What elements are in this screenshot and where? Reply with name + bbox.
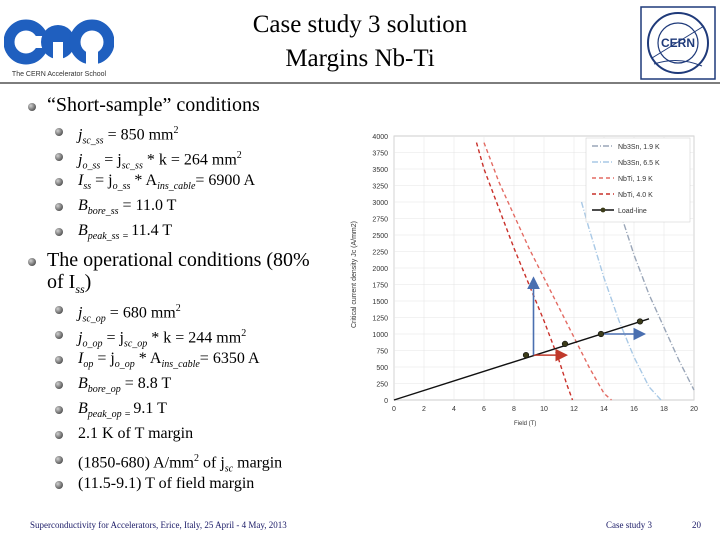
x-axis-label: Field (T) <box>514 421 536 427</box>
y-tick-label: 0 <box>384 398 388 405</box>
x-tick-label: 20 <box>690 406 698 413</box>
y-tick-label: 750 <box>376 349 388 356</box>
operating-point-marker <box>636 318 644 325</box>
x-tick-label: 16 <box>630 406 638 413</box>
y-tick-label: 250 <box>376 382 388 389</box>
y-tick-label: 3750 <box>372 151 388 158</box>
header-divider <box>0 82 720 84</box>
legend-label: Nb3Sn, 6.5 K <box>618 160 660 167</box>
jo-op-line: jo_op = jsc_op * k = 244 mm2 <box>78 328 247 350</box>
y-tick-label: 2250 <box>372 250 388 257</box>
x-tick-label: 12 <box>570 406 578 413</box>
bullet-icon <box>55 128 63 136</box>
y-tick-label: 3000 <box>372 200 388 207</box>
legend-label: Load-line <box>618 208 647 215</box>
bullet-icon <box>55 178 63 186</box>
y-tick-label: 1000 <box>372 332 388 339</box>
y-tick-label: 1750 <box>372 283 388 290</box>
cern-logo: CERN <box>640 6 716 80</box>
x-tick-label: 14 <box>600 406 608 413</box>
footer-section: Case study 3 <box>606 520 652 530</box>
bullet-icon <box>55 356 63 364</box>
cas-logo-caption: The CERN Accelerator School <box>12 71 107 78</box>
footer-conference: Superconductivity for Accelerators, Eric… <box>30 520 287 530</box>
bullet-icon <box>55 203 63 211</box>
bpeak-op-line: Bpeak_op = 9.1 T <box>78 400 167 421</box>
operating-point-marker <box>561 340 569 347</box>
x-tick-label: 6 <box>482 406 486 413</box>
x-tick-label: 4 <box>452 406 456 413</box>
operating-point-marker <box>597 330 605 338</box>
bullet-icon <box>55 406 63 414</box>
jsc-ss-line: jsc_ss = 850 mm2 <box>78 125 179 147</box>
bullet-icon <box>55 481 63 489</box>
bullet-icon <box>55 228 63 236</box>
field-margin-line: (11.5-9.1) T of field margin <box>78 475 255 492</box>
y-tick-label: 2500 <box>372 233 388 240</box>
bullet-icon <box>55 456 63 464</box>
bullet-icon <box>28 103 36 111</box>
jo-ss-line: jo_ss = jsc_ss * k = 264 mm2 <box>78 150 242 172</box>
series-line <box>393 318 650 401</box>
legend-label: NbTi, 4.0 K <box>618 192 653 199</box>
x-tick-label: 10 <box>540 406 548 413</box>
bullet-icon <box>55 153 63 161</box>
y-tick-label: 2000 <box>372 266 388 273</box>
iss-line: Iss = jo_ss * Ains_cable= 6900 A <box>78 172 256 193</box>
series-line <box>483 142 612 401</box>
critical-current-chart: 0 250 500 750 1000 1250 1500 1750 2000 2250 2500 27… <box>351 134 698 427</box>
section-operational-cont: of Iss) <box>47 271 92 296</box>
y-tick-label: 2750 <box>372 217 388 224</box>
legend-label: NbTi, 1.9 K <box>618 176 653 183</box>
y-tick-label: 500 <box>376 365 388 372</box>
bullet-icon <box>55 431 63 439</box>
y-tick-label: 1250 <box>372 316 388 323</box>
bbore-ss-line: Bbore_ss = 11.0 T <box>78 197 177 218</box>
page-number: 20 <box>692 520 701 530</box>
bullet-icon <box>55 306 63 314</box>
x-tick-label: 8 <box>512 406 516 413</box>
section-operational: The operational conditions (80% <box>47 249 310 271</box>
temp-margin-line: 2.1 K of T margin <box>78 425 194 442</box>
cas-logo: The CERN Accelerator School <box>3 6 115 80</box>
jsc-op-line: jsc_op = 680 mm2 <box>78 303 181 325</box>
bullet-icon <box>55 381 63 389</box>
section-short-sample: “Short-sample” conditions <box>47 94 260 116</box>
bullet-icon <box>55 331 63 339</box>
cern-logo-text: CERN <box>661 36 695 50</box>
legend-label: Nb3Sn, 1.9 K <box>618 144 660 151</box>
x-tick-label: 18 <box>660 406 668 413</box>
x-tick-label: 2 <box>422 406 426 413</box>
iop-line: Iop = jo_op * Ains_cable= 6350 A <box>78 350 260 371</box>
legend-marker <box>600 207 606 213</box>
y-axis-label: Critical current density Jc (A/mm2) <box>351 221 358 328</box>
operating-point-marker <box>522 352 530 359</box>
y-tick-label: 1500 <box>372 299 388 306</box>
y-tick-label: 3500 <box>372 167 388 174</box>
y-tick-label: 4000 <box>372 134 388 141</box>
bbore-op-line: Bbore_op = 8.8 T <box>78 375 172 396</box>
bpeak-ss-line: Bpeak_ss = 11.4 T <box>78 222 173 243</box>
jsc-margin-line: (1850-680) A/mm2 of jsc margin <box>78 453 283 475</box>
series-line <box>580 201 662 401</box>
slide-subtitle: Margins Nb-Ti <box>285 45 435 72</box>
bullet-icon <box>28 258 36 266</box>
slide-title: Case study 3 solution <box>252 11 468 38</box>
y-tick-label: 3250 <box>372 184 388 191</box>
x-tick-label: 0 <box>392 406 396 413</box>
